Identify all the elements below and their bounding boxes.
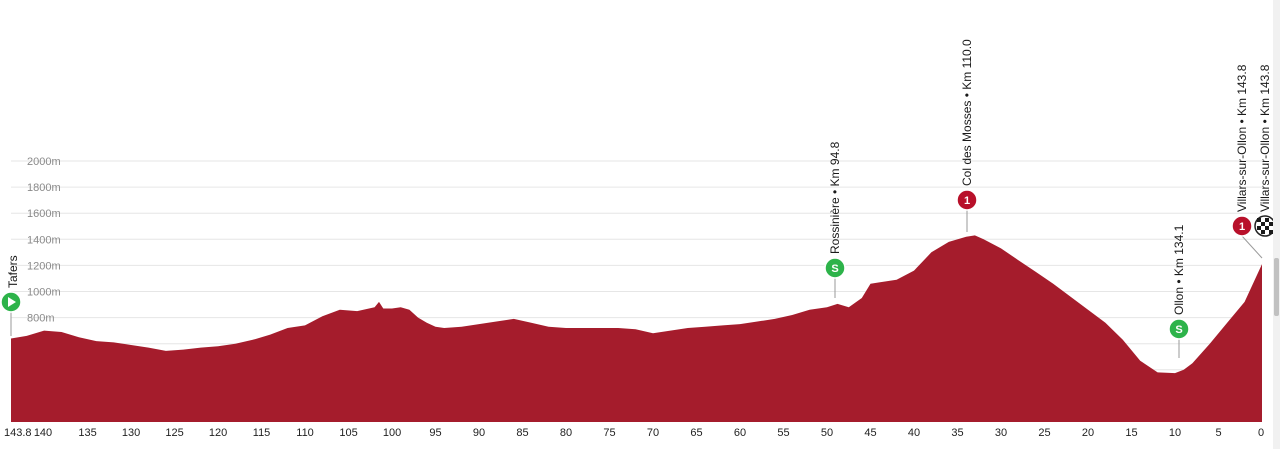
sprint-marker: S [1168, 318, 1190, 340]
y-tick-label: 1000m [27, 287, 61, 299]
kom-marker-circle [956, 189, 978, 211]
x-tick-label: 50 [821, 427, 833, 439]
x-tick-label: 90 [473, 427, 485, 439]
y-tick-label: 2000m [27, 156, 61, 168]
x-tick-label: 55 [777, 427, 789, 439]
profile-points: Tafers S Rossinière • Km 94.8 1 Col des Moss… [0, 39, 1276, 358]
vertical-scrollbar[interactable] [1273, 0, 1280, 449]
sprint-marker: S [824, 257, 846, 279]
point-pointer-line [1241, 235, 1263, 259]
point-label: Villars-sur-Ollon • Km 143.8 [1258, 64, 1272, 212]
kom-marker-text: 1 [1239, 221, 1245, 233]
y-tick-label: 800m [27, 313, 55, 325]
y-tick-label: 1200m [27, 260, 61, 272]
x-tick-label: 95 [429, 427, 441, 439]
sprint-marker-text: S [1175, 324, 1182, 336]
x-tick-label: 75 [603, 427, 615, 439]
x-tick-label: 70 [647, 427, 659, 439]
x-tick-label: 110 [296, 427, 314, 439]
point-label: Col des Mosses • Km 110.0 [960, 39, 974, 186]
scrollbar-thumb[interactable] [1274, 258, 1279, 316]
x-tick-label: 80 [560, 427, 572, 439]
x-tick-label: 15 [1125, 427, 1137, 439]
checker-square [1257, 218, 1261, 222]
point-label: Rossinière • Km 94.8 [828, 141, 842, 254]
x-tick-labels: 143.8 140 135 130 125 120 115 110 105 100 95 90 85 80… [4, 427, 1264, 439]
point-label: Ollon • Km 134.1 [1172, 224, 1186, 315]
point-label: Villars-sur-Ollon • Km 143.8 [1235, 64, 1249, 212]
x-tick-label: 120 [209, 427, 227, 439]
checker-square [1269, 222, 1273, 226]
checker-square [1265, 226, 1269, 230]
x-tick-label: 105 [339, 427, 357, 439]
point-label: Tafers [6, 255, 20, 288]
x-tick-label: 35 [951, 427, 963, 439]
y-tick-label: 1600m [27, 208, 61, 220]
x-tick-label: 130 [122, 427, 140, 439]
elevation-profile-area [11, 235, 1262, 422]
start-marker [0, 291, 22, 313]
checker-square [1261, 222, 1265, 226]
x-tick-label: 30 [995, 427, 1007, 439]
sprint-marker-circle [1168, 318, 1190, 340]
x-tick-label: 5 [1215, 427, 1221, 439]
x-tick-label: 143.8 [4, 427, 32, 439]
sprint-marker-circle [824, 257, 846, 279]
x-tick-label: 25 [1038, 427, 1050, 439]
x-tick-label: 0 [1258, 427, 1264, 439]
x-tick-label: 45 [864, 427, 876, 439]
sprint-marker-text: S [831, 263, 838, 275]
x-tick-label: 60 [734, 427, 746, 439]
checker-square [1257, 226, 1261, 230]
x-tick-label: 10 [1169, 427, 1181, 439]
finish-flag-marker [1254, 215, 1276, 237]
kom-marker-circle [1231, 215, 1253, 237]
x-tick-label: 85 [516, 427, 528, 439]
y-tick-label: 1800m [27, 182, 61, 194]
x-tick-label: 125 [165, 427, 183, 439]
kom-marker: 1 [956, 189, 978, 211]
x-tick-label: 100 [383, 427, 401, 439]
x-tick-label: 20 [1082, 427, 1094, 439]
x-tick-label: 115 [253, 427, 271, 439]
x-tick-label: 135 [78, 427, 96, 439]
checker-square [1265, 218, 1269, 222]
y-tick-label: 1400m [27, 234, 61, 246]
checker-square [1261, 230, 1265, 234]
x-tick-label: 40 [908, 427, 920, 439]
x-tick-label: 65 [690, 427, 702, 439]
play-icon [8, 297, 16, 307]
kom-marker-text: 1 [964, 195, 970, 207]
kom-marker: 1 [1231, 215, 1253, 237]
checker-square [1269, 230, 1273, 234]
x-tick-label: 140 [34, 427, 52, 439]
